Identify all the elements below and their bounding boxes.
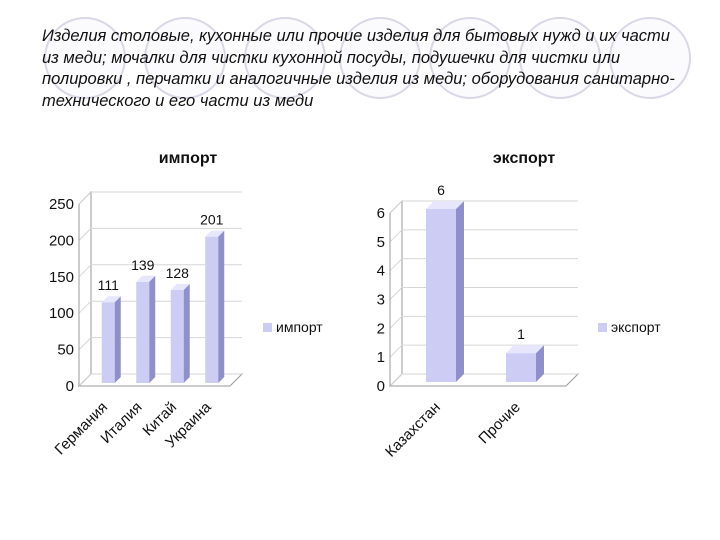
import-y-tick-label: 200 <box>49 232 74 249</box>
import-legend-swatch <box>263 323 272 332</box>
slide-title: Изделия столовые, кухонные или прочие из… <box>42 27 675 110</box>
export-x-tick-label: Прочие <box>475 399 524 448</box>
export-y-tick-label: 5 <box>377 234 385 251</box>
decorative-circle <box>519 17 601 99</box>
import-y-tick-label: 250 <box>49 196 74 213</box>
import-legend-label: импорт <box>276 319 323 335</box>
import-bar <box>101 302 115 383</box>
export-legend-label: экспорт <box>611 319 661 335</box>
export-chart-title: экспорт <box>493 150 556 167</box>
import-bar-top <box>170 283 190 290</box>
export-bar <box>426 209 456 382</box>
export-data-label: 1 <box>517 326 525 342</box>
export-bar-side <box>536 345 544 382</box>
export-y-tick-label: 1 <box>377 349 385 366</box>
decorative-circle <box>44 17 126 99</box>
import-gridline <box>78 228 92 241</box>
import-data-label: 201 <box>200 212 224 228</box>
import-data-label: 139 <box>131 257 155 273</box>
export-gridline <box>389 344 403 358</box>
import-bar <box>170 289 184 383</box>
decorative-circle <box>429 17 511 99</box>
import-bar <box>205 236 219 383</box>
import-bar-top <box>136 275 156 282</box>
export-bar-top <box>506 345 544 354</box>
import-y-tick-label: 100 <box>49 305 74 322</box>
export-y-tick-label: 0 <box>377 378 385 395</box>
import-gridline <box>78 264 92 278</box>
import-chart-title: импорт <box>159 150 218 167</box>
export-gridline <box>389 287 403 300</box>
import-data-label: 111 <box>98 277 119 293</box>
import-gridline <box>78 191 92 205</box>
export-y-tick-label: 6 <box>377 205 385 222</box>
import-gridline <box>78 300 92 314</box>
import-y-tick-label: 0 <box>66 378 74 395</box>
import-bar-side <box>183 283 190 383</box>
decorative-circle <box>244 17 326 99</box>
export-x-tick-label: Казахстан <box>382 399 444 461</box>
export-y-tick-label: 2 <box>377 320 385 337</box>
import-y-tick-label: 50 <box>57 342 74 359</box>
import-y-tick-label: 150 <box>49 269 74 286</box>
decorative-circle <box>609 17 691 99</box>
export-gridline <box>389 373 403 387</box>
import-data-label: 128 <box>166 265 190 281</box>
decorative-circle <box>144 17 226 99</box>
export-gridline <box>389 229 403 243</box>
import-bar-side <box>114 296 121 383</box>
export-data-label: 6 <box>437 182 445 198</box>
import-bar-side <box>218 230 225 383</box>
export-gridline <box>389 258 403 272</box>
import-bar-top <box>205 230 225 237</box>
export-floor <box>388 373 580 387</box>
import-bar-top <box>101 296 121 303</box>
export-gridline <box>389 200 403 214</box>
export-y-tick-label: 3 <box>377 292 385 309</box>
export-bar-side <box>456 201 464 382</box>
export-y-tick-label: 4 <box>377 263 385 280</box>
import-gridline <box>78 373 92 387</box>
export-legend-swatch <box>598 323 607 332</box>
export-gridline <box>389 315 403 329</box>
decorative-circle <box>339 17 421 99</box>
export-bar-top <box>426 201 464 209</box>
import-bar-side <box>149 275 156 383</box>
export-bar <box>506 353 536 382</box>
import-bar <box>136 281 150 383</box>
import-gridline <box>78 337 92 350</box>
